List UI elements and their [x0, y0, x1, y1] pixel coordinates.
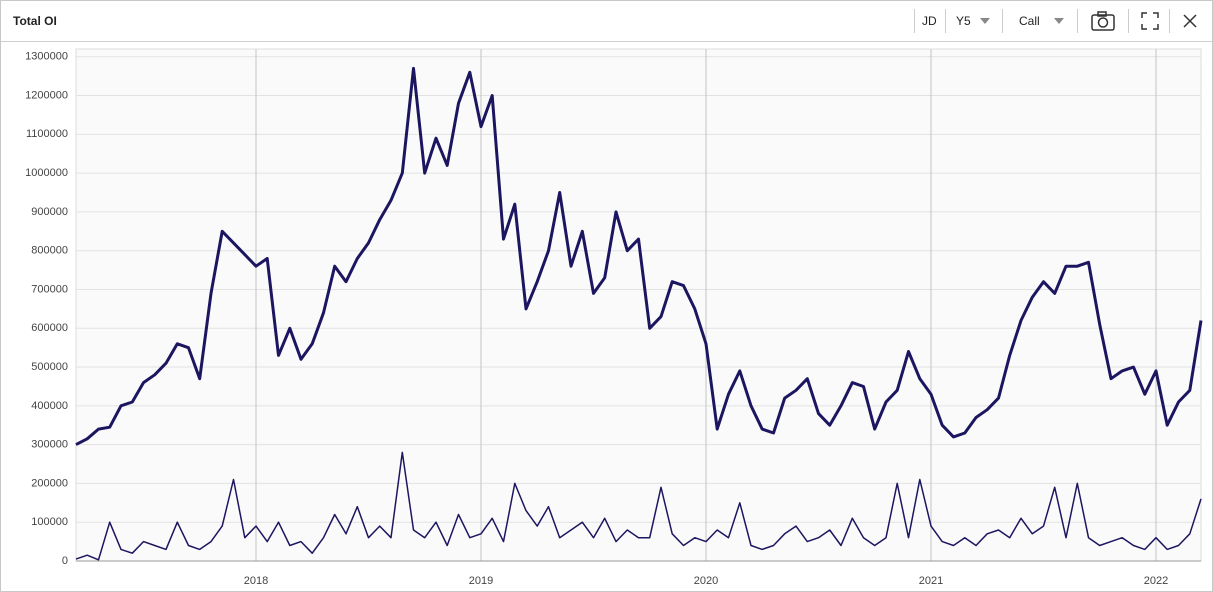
plot-background: [75, 48, 1202, 562]
y-tick-label: 1200000: [25, 89, 68, 101]
x-tick-label: 2020: [694, 575, 718, 587]
separator: [1128, 9, 1129, 33]
y-tick-label: 100000: [31, 516, 68, 528]
dropdown-arrow[interactable]: [979, 17, 991, 25]
ticker[interactable]: JD: [922, 14, 937, 28]
series-line: [75, 451, 1202, 561]
series-line: [75, 66, 1203, 446]
y-tick-label: 400000: [31, 400, 68, 412]
toolbar: Total OI JD Y5 Call: [1, 1, 1212, 42]
separator: [945, 9, 946, 33]
chart: 0 100000 200000 300000 400000 500000 600000 700…: [25, 48, 1203, 587]
separator: [914, 9, 915, 33]
y-tick-label: 300000: [31, 439, 68, 451]
camera-button[interactable]: [1090, 10, 1116, 32]
x-tick-label: 2019: [469, 575, 493, 587]
y-tick-label: 600000: [31, 322, 68, 334]
x-tick-label: 2021: [919, 575, 943, 587]
y-tick-label: 500000: [31, 361, 68, 373]
period-select[interactable]: Y5: [956, 14, 971, 28]
dropdown-arrow[interactable]: [1053, 17, 1065, 25]
fullscreen-button[interactable]: [1141, 12, 1159, 30]
y-tick-label: 1000000: [25, 167, 68, 179]
x-tick-label: 2018: [244, 575, 268, 587]
y-tick-label: 1100000: [26, 128, 68, 140]
x-tick-label: 2022: [1144, 575, 1168, 587]
y-tick-label: 1300000: [25, 51, 68, 63]
option-type-select[interactable]: Call: [1019, 14, 1040, 28]
separator: [1077, 9, 1078, 33]
separator: [1002, 9, 1003, 33]
y-tick-label: 700000: [31, 283, 68, 295]
close-button[interactable]: [1182, 13, 1198, 29]
chart-title: Total OI: [13, 14, 57, 28]
y-tick-label: 900000: [31, 206, 68, 218]
separator: [1169, 9, 1170, 33]
y-tick-label: 800000: [31, 245, 68, 257]
y-tick-label: 0: [62, 555, 68, 567]
y-tick-label: 200000: [31, 477, 68, 489]
